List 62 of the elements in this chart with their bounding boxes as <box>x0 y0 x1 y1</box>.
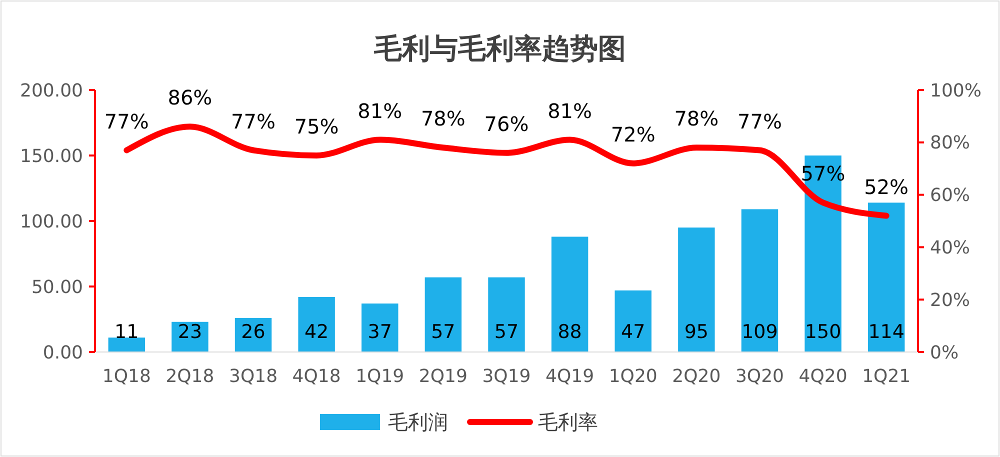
data-label: 81% <box>358 98 402 123</box>
data-label: 78% <box>420 106 466 131</box>
bar <box>298 296 335 352</box>
y-tick-label: 100.00 <box>20 211 83 232</box>
y2-tick-label: 20% <box>930 290 970 311</box>
bar <box>678 228 715 352</box>
legend-label: 毛利润 <box>388 410 448 434</box>
data-label: 78% <box>674 106 719 131</box>
data-label: 11 <box>114 321 139 343</box>
y2-tick-label: 60% <box>930 185 970 206</box>
data-label: 150 <box>804 321 842 343</box>
bar <box>868 202 905 352</box>
data-label: 86% <box>168 86 212 110</box>
data-label: 52% <box>864 174 909 199</box>
data-label: 42 <box>304 321 329 343</box>
data-label: 23 <box>178 321 202 343</box>
x-tick-label: 4Q18 <box>292 366 341 387</box>
data-label: 77% <box>738 109 782 134</box>
bar <box>424 277 462 352</box>
data-label: 81% <box>548 98 592 123</box>
chart-title: 毛利与毛利率趋势图 <box>373 32 626 65</box>
y-tick-label: 200.00 <box>20 80 83 102</box>
data-label: 114 <box>868 321 904 343</box>
data-label: 57 <box>494 321 519 343</box>
y2-tick-label: 100% <box>930 80 982 102</box>
x-tick-label: 4Q20 <box>798 366 848 387</box>
x-tick-label: 3Q18 <box>229 366 278 387</box>
y-tick-label: 50.00 <box>31 276 83 298</box>
data-label: 57 <box>431 321 456 343</box>
data-label: 88 <box>558 321 582 343</box>
data-label: 76% <box>484 112 529 136</box>
data-label: 77% <box>231 109 276 134</box>
bar <box>614 290 652 352</box>
x-tick-label: 1Q18 <box>102 366 151 387</box>
data-label: 77% <box>104 109 149 134</box>
x-tick-label: 2Q20 <box>672 366 721 387</box>
data-label: 26 <box>241 321 266 343</box>
x-tick-label: 1Q21 <box>862 366 911 387</box>
data-label: 95 <box>684 321 709 343</box>
x-tick-label: 2Q19 <box>418 366 468 387</box>
x-tick-label: 2Q18 <box>166 366 214 387</box>
x-tick-label: 1Q19 <box>356 366 404 387</box>
bar <box>108 338 146 352</box>
data-label: 37 <box>368 321 392 343</box>
y-tick-label: 150.00 <box>20 146 83 167</box>
bar <box>362 304 398 352</box>
bar <box>551 236 588 352</box>
y2-tick-label: 80% <box>930 132 970 154</box>
data-label: 109 <box>742 321 778 343</box>
y2-tick-label: 40% <box>930 238 970 258</box>
x-tick-label: 3Q20 <box>735 366 784 387</box>
bar <box>488 277 525 352</box>
y-tick-label: 0.00 <box>42 342 83 364</box>
data-label: 75% <box>294 114 339 138</box>
x-tick-label: 4Q19 <box>546 366 594 387</box>
bar <box>741 209 778 352</box>
x-tick-label: 1Q20 <box>608 366 658 387</box>
y2-tick-label: 0% <box>930 342 959 364</box>
data-label: 72% <box>610 122 656 146</box>
data-label: 47 <box>621 321 646 343</box>
legend-label: 毛利率 <box>538 410 598 434</box>
x-tick-label: 3Q19 <box>482 366 531 387</box>
